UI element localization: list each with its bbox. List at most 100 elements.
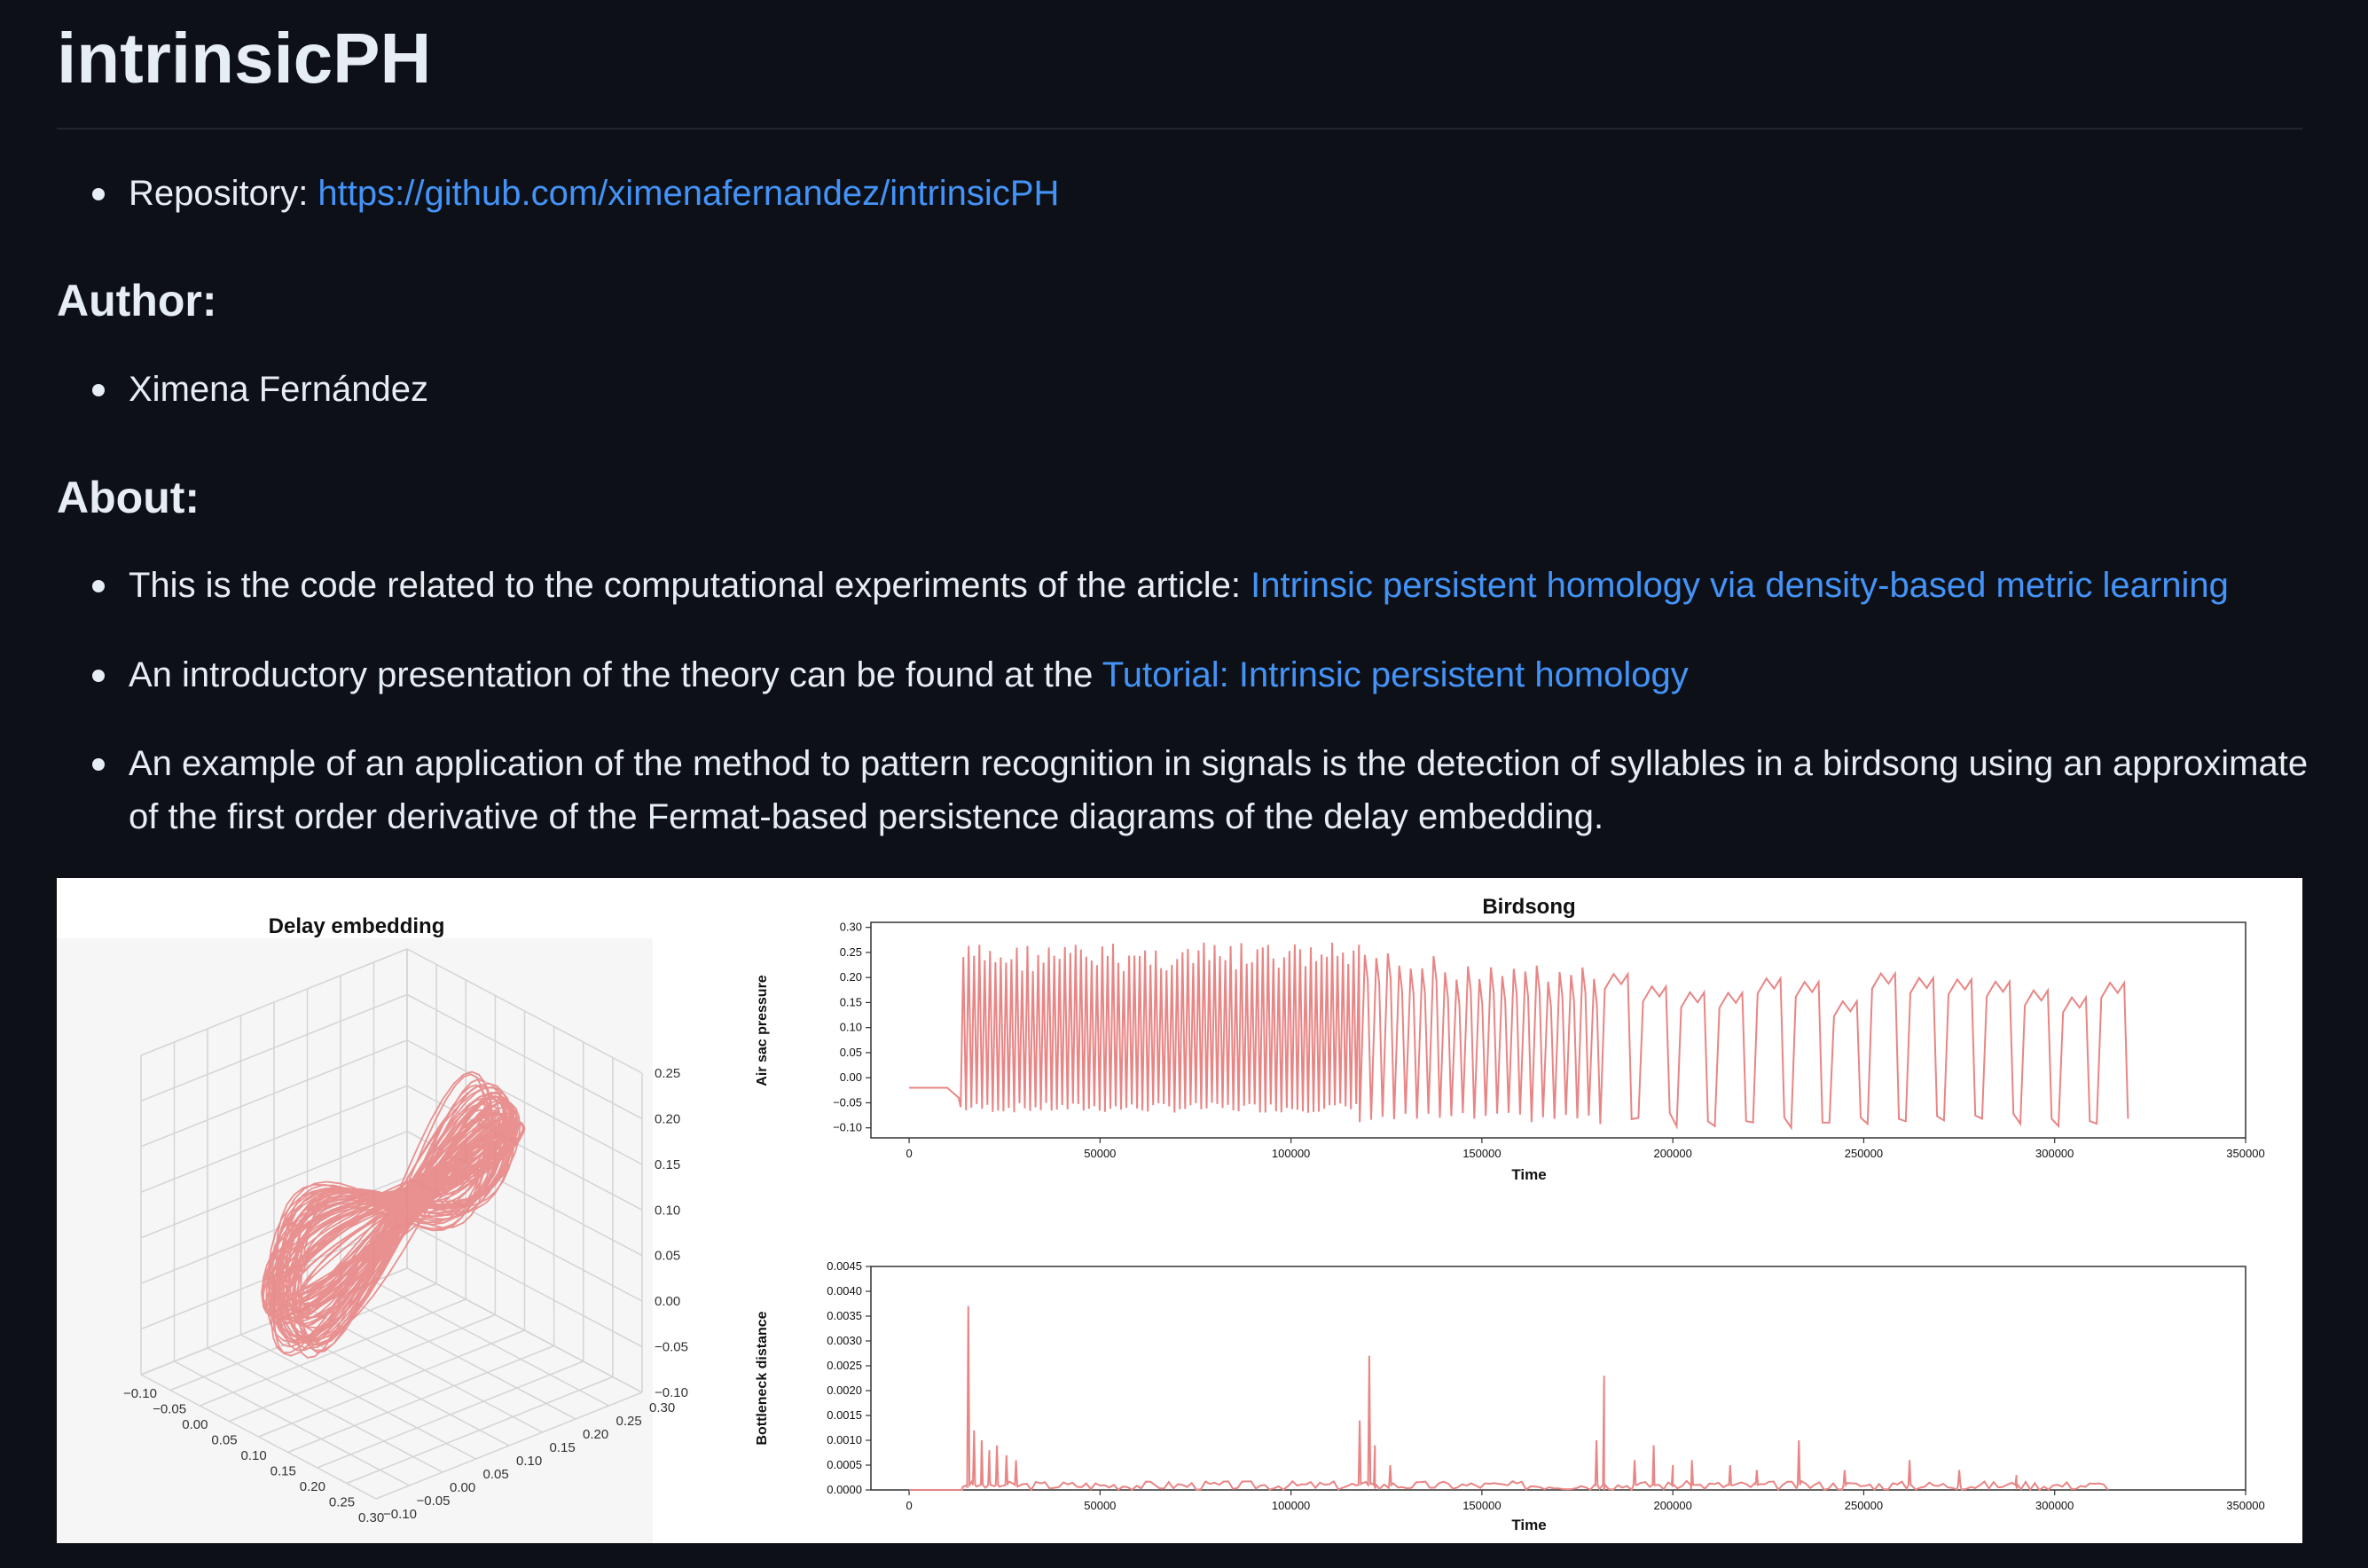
embedding-ytick-label: 0.05 bbox=[483, 1467, 509, 1482]
article-link[interactable]: Intrinsic persistent homology via densit… bbox=[1251, 566, 2229, 605]
list-bullet bbox=[92, 758, 105, 771]
bottleneck-xtick-label: 300000 bbox=[2035, 1499, 2074, 1512]
embedding-ztick-label: −0.05 bbox=[655, 1340, 688, 1355]
birdsong-xtick-label: 350000 bbox=[2226, 1147, 2264, 1160]
repository-link[interactable]: https://github.com/ximenafernandez/intri… bbox=[318, 174, 1060, 213]
embedding-gridline bbox=[406, 993, 643, 1120]
bottleneck-xtick-label: 150000 bbox=[1462, 1499, 1501, 1512]
author-name: Ximena Fernández bbox=[129, 370, 428, 409]
embedding-ztick-label: 0.00 bbox=[655, 1294, 680, 1309]
embedding-ztick-label: −0.10 bbox=[655, 1385, 688, 1400]
embedding-ztick-label: 0.20 bbox=[655, 1111, 680, 1126]
about-item-example: An example of an application of the meth… bbox=[129, 737, 2308, 843]
tutorial-link[interactable]: Tutorial: Intrinsic persistent homology bbox=[1102, 655, 1689, 694]
about-item-article-text: This is the code related to the computat… bbox=[129, 566, 1251, 605]
embedding-trajectory bbox=[282, 1109, 504, 1325]
title-divider bbox=[57, 128, 2302, 129]
bottleneck-xtick-label: 0 bbox=[906, 1499, 912, 1512]
page-title: intrinsicPH bbox=[57, 19, 432, 98]
birdsong-chart: Birdsong 0.30 0.25 0.20 0.15 0.10 0.05 0.00 −0.… bbox=[755, 895, 2265, 1183]
embedding-ytick-label: 0.15 bbox=[550, 1440, 576, 1455]
embedding-ytick-label: 0.30 bbox=[649, 1400, 675, 1415]
bottleneck-ytick-label: 0.0005 bbox=[827, 1458, 862, 1471]
embedding-xtick-label: 0.20 bbox=[300, 1479, 325, 1494]
bottleneck-ytick-label: 0.0015 bbox=[827, 1408, 862, 1422]
birdsong-xtick-label: 0 bbox=[906, 1147, 912, 1160]
embedding-gridline bbox=[406, 1267, 643, 1393]
birdsong-ytick-label: −0.05 bbox=[833, 1095, 862, 1109]
embedding-xtick-label: −0.10 bbox=[123, 1386, 157, 1401]
embedding-ztick-label: 0.25 bbox=[655, 1066, 680, 1081]
about-item-example-line2: of the first order derivative of the Fer… bbox=[129, 797, 1604, 836]
delay-embedding-title: Delay embedding bbox=[269, 914, 445, 938]
birdsong-xtick-label: 100000 bbox=[1272, 1147, 1310, 1160]
embedding-ytick-label: 0.10 bbox=[516, 1454, 542, 1469]
about-item-tutorial-text: An introductory presentation of the theo… bbox=[129, 655, 1102, 694]
embedding-gridline bbox=[406, 1221, 643, 1348]
repository-item: Repository: https://github.com/ximenafer… bbox=[129, 167, 1059, 220]
embedding-gridline bbox=[373, 1281, 609, 1407]
embedding-gridline bbox=[317, 1360, 584, 1469]
birdsong-ytick-label: 0.15 bbox=[840, 995, 862, 1008]
embedding-trajectory bbox=[285, 1094, 501, 1341]
figure-svg: Delay embedding −0.10−0.050.000.050.100.… bbox=[57, 878, 2265, 1543]
birdsong-ytick-label: 0.30 bbox=[840, 921, 862, 934]
repository-label: Repository: bbox=[129, 174, 318, 213]
bottleneck-ylabel: Bottleneck distance bbox=[755, 1311, 770, 1445]
bottleneck-plot-frame bbox=[870, 1266, 2246, 1491]
embedding-gridline bbox=[375, 1392, 643, 1500]
birdsong-ytick-label: 0.10 bbox=[840, 1021, 862, 1034]
embedding-gridline bbox=[140, 1039, 408, 1148]
bottleneck-xtick-label: 350000 bbox=[2226, 1499, 2264, 1512]
bottleneck-ytick-label: 0.0045 bbox=[827, 1259, 862, 1273]
list-bullet bbox=[92, 580, 105, 592]
embedding-xtick-label: 0.05 bbox=[211, 1433, 237, 1448]
bottleneck-xtick-label: 50000 bbox=[1084, 1499, 1116, 1512]
list-bullet bbox=[92, 670, 105, 682]
bottleneck-ytick-label: 0.0000 bbox=[827, 1483, 862, 1496]
embedding-ytick-label: 0.00 bbox=[450, 1480, 475, 1495]
embedding-trajectory bbox=[301, 1119, 486, 1306]
bottleneck-xlabel: Time bbox=[1511, 1517, 1546, 1533]
embedding-ytick-label: 0.20 bbox=[583, 1427, 608, 1442]
list-bullet bbox=[92, 188, 105, 200]
embedding-gridline bbox=[406, 1039, 643, 1165]
embedding-ztick-label: 0.15 bbox=[655, 1157, 680, 1172]
embedding-xtick-label: 0.10 bbox=[241, 1448, 267, 1463]
embedding-trajectory bbox=[297, 1084, 490, 1345]
embedding-trajectory bbox=[295, 1109, 491, 1320]
embedding-gridline bbox=[406, 1085, 643, 1211]
about-item-tutorial: An introductory presentation of the theo… bbox=[129, 648, 1689, 702]
birdsong-figure: Delay embedding −0.10 −0.05 0.00 0.05 0.10 0.… bbox=[57, 878, 2302, 1543]
embedding-xtick-label: 0.30 bbox=[358, 1510, 384, 1525]
embedding-ytick-label: 0.25 bbox=[616, 1414, 642, 1429]
about-item-example-line1: An example of an application of the meth… bbox=[129, 744, 2309, 783]
embedding-gridline bbox=[346, 1376, 614, 1485]
embedding-gridline bbox=[340, 1294, 576, 1420]
about-heading: About: bbox=[57, 473, 200, 522]
bottleneck-series-line bbox=[909, 1305, 2109, 1492]
embedding-ytick-label: −0.05 bbox=[417, 1494, 451, 1509]
embedding-gridline bbox=[287, 1345, 554, 1454]
bottleneck-ytick-label: 0.0025 bbox=[827, 1359, 862, 1372]
embedding-xtick-label: 0.25 bbox=[329, 1495, 355, 1510]
birdsong-title: Birdsong bbox=[1482, 895, 1575, 919]
bottleneck-ytick-label: 0.0040 bbox=[827, 1284, 862, 1298]
author-heading: Author: bbox=[57, 276, 217, 325]
birdsong-series-line bbox=[909, 942, 2129, 1131]
birdsong-xtick-label: 250000 bbox=[1845, 1147, 1883, 1160]
embedding-xtick-label: −0.05 bbox=[153, 1402, 186, 1417]
birdsong-xtick-label: 300000 bbox=[2035, 1147, 2074, 1160]
embedding-gridline bbox=[140, 1085, 408, 1193]
embedding-gridline bbox=[140, 993, 408, 1102]
bottleneck-xtick-label: 200000 bbox=[1653, 1499, 1691, 1512]
embedding-gridline bbox=[140, 1131, 408, 1239]
embedding-trajectory bbox=[275, 1096, 511, 1344]
birdsong-plot-frame bbox=[870, 921, 2246, 1139]
birdsong-ytick-label: 0.05 bbox=[840, 1046, 862, 1059]
embedding-gridline bbox=[273, 1321, 510, 1446]
birdsong-xtick-label: 50000 bbox=[1084, 1147, 1116, 1160]
bottleneck-chart: 0.0045 0.0040 0.0035 0.0030 0.0025 0.0020 0.00… bbox=[755, 1259, 2265, 1533]
embedding-xtick-label: 0.00 bbox=[182, 1417, 208, 1432]
birdsong-ytick-label: 0.25 bbox=[840, 945, 862, 959]
